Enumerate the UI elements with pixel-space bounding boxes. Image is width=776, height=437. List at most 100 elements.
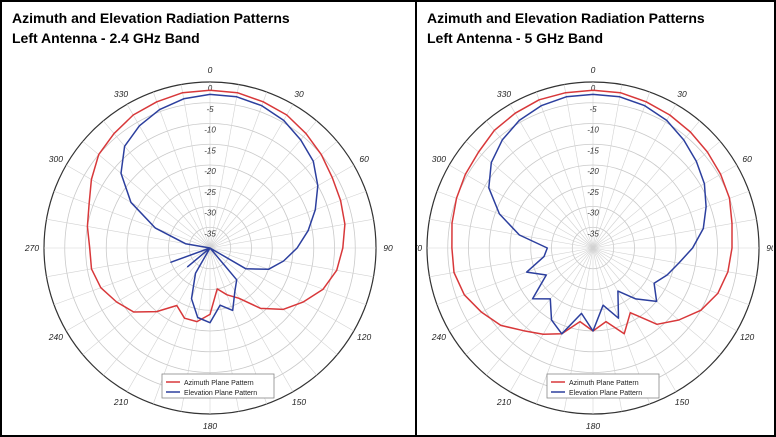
grid-spoke	[209, 247, 338, 355]
grid-spoke	[465, 247, 594, 355]
grid-spoke	[592, 190, 750, 249]
chart-legend: Azimuth Plane Pattern Elevation Plane Pat…	[546, 373, 660, 399]
grid-spoke	[592, 247, 757, 278]
grid-spoke	[592, 164, 737, 249]
angle-tick-label: 300	[49, 154, 63, 164]
grid-spoke	[209, 247, 374, 278]
radial-tick-label: -20	[587, 167, 599, 176]
angle-tick-label: 300	[432, 154, 446, 164]
grid-spoke	[486, 247, 594, 376]
angle-tick-label: 150	[292, 397, 306, 407]
grid-spoke	[180, 84, 211, 249]
angle-tick-label: 90	[383, 243, 393, 253]
grid-spoke	[436, 190, 594, 249]
radial-tick-label: -15	[204, 146, 216, 155]
legend-box	[546, 373, 660, 399]
grid-spoke	[509, 104, 594, 249]
grid-spoke	[436, 247, 594, 306]
grid-spoke	[592, 247, 737, 332]
grid-spoke	[429, 247, 594, 278]
radial-tick-label: 0	[208, 84, 213, 93]
radial-tick-label: -30	[587, 209, 599, 218]
radial-tick-label: -10	[204, 126, 216, 135]
chart-panel-2-4ghz: Azimuth and Elevation Radiation Patterns…	[2, 2, 414, 432]
angle-tick-label: 60	[742, 154, 752, 164]
grid-spoke	[592, 84, 623, 249]
grid-spoke	[592, 104, 677, 249]
grid-spoke	[46, 218, 211, 249]
grid-spoke	[209, 84, 240, 249]
angle-tick-label: 120	[357, 332, 371, 342]
grid-spoke	[535, 247, 594, 405]
angle-tick-label: 30	[294, 89, 304, 99]
grid-spoke	[103, 120, 211, 249]
radial-tick-label: -15	[587, 146, 599, 155]
angle-tick-label: 210	[496, 397, 511, 407]
polar-chart-2-4ghz: 0 30 60 90 120 150 180 210 240 270 300 330 0 -5 -10 -15…	[24, 65, 393, 431]
grid-spoke	[209, 247, 367, 306]
legend-box	[161, 373, 275, 399]
azimuth-pattern-line	[86, 89, 346, 323]
grid-spoke	[66, 164, 211, 249]
radial-tick-label: 0	[591, 84, 596, 93]
angle-tick-label: 240	[48, 332, 63, 342]
angle-tick-label: 120	[740, 332, 754, 342]
angle-tick-label: 270	[417, 243, 422, 253]
angle-tick-label: 330	[114, 89, 128, 99]
grid-spoke	[152, 91, 211, 249]
grid-spoke	[209, 104, 294, 249]
grid-spoke	[126, 104, 211, 249]
grid-spoke	[486, 120, 594, 249]
chart-title: Azimuth and Elevation Radiation Patterns	[427, 10, 705, 26]
legend-entry: Elevation Plane Pattern	[184, 390, 257, 397]
chart-subtitle: Left Antenna - 5 GHz Band	[427, 30, 604, 46]
angle-tick-label: 0	[208, 65, 213, 75]
elevation-pattern-line	[488, 93, 707, 335]
angle-tick-label: 270	[24, 243, 39, 253]
radial-tick-label: -25	[204, 188, 216, 197]
grid-spoke	[209, 164, 354, 249]
grid-spoke	[465, 141, 594, 249]
radial-tick-label: -5	[206, 105, 214, 114]
polar-chart-5ghz: 0 30 60 90 120 150 180 210 240 270 300 330 0 -5 -10 -15…	[417, 65, 773, 431]
grid-spoke	[563, 84, 594, 249]
grid-spoke	[592, 218, 757, 249]
angle-tick-label: 30	[677, 89, 687, 99]
grid-spoke	[53, 190, 211, 249]
angle-tick-label: 240	[431, 332, 446, 342]
grid-spoke	[429, 218, 594, 249]
chart-subtitle: Left Antenna - 2.4 GHz Band	[12, 30, 200, 46]
grid-spoke	[592, 247, 677, 392]
angle-tick-label: 210	[113, 397, 128, 407]
grid-spoke	[209, 218, 374, 249]
angle-tick-label: 0	[591, 65, 596, 75]
grid-spoke	[449, 247, 594, 332]
grid-spoke	[592, 120, 700, 249]
grid-spoke	[449, 164, 594, 249]
angle-tick-label: 60	[359, 154, 369, 164]
grid-spoke	[66, 247, 211, 332]
grid-spoke	[209, 91, 268, 249]
grid-spoke	[46, 247, 211, 278]
grid-spoke	[209, 247, 294, 392]
grid-spoke	[592, 247, 750, 306]
chart-legend: Azimuth Plane Pattern Elevation Plane Pat…	[161, 373, 275, 399]
legend-entry: Azimuth Plane Pattern	[184, 380, 254, 387]
grid-spoke	[209, 120, 317, 249]
radial-tick-label: -35	[587, 229, 599, 238]
radial-tick-label: -20	[204, 167, 216, 176]
elevation-pattern-line	[120, 93, 319, 324]
grid-spoke	[209, 190, 367, 249]
grid-spoke	[592, 141, 721, 249]
radial-tick-label: -25	[587, 188, 599, 197]
chart-title: Azimuth and Elevation Radiation Patterns	[12, 10, 290, 26]
angle-tick-label: 180	[203, 421, 217, 431]
legend-entry: Elevation Plane Pattern	[569, 390, 642, 397]
angle-tick-label: 180	[586, 421, 600, 431]
panel-divider	[415, 0, 417, 437]
angle-tick-label: 150	[675, 397, 689, 407]
angle-tick-label: 90	[766, 243, 773, 253]
legend-entry: Azimuth Plane Pattern	[569, 380, 639, 387]
radial-tick-label: -5	[589, 105, 597, 114]
chart-panel-5ghz: Azimuth and Elevation Radiation Patterns…	[417, 2, 773, 432]
